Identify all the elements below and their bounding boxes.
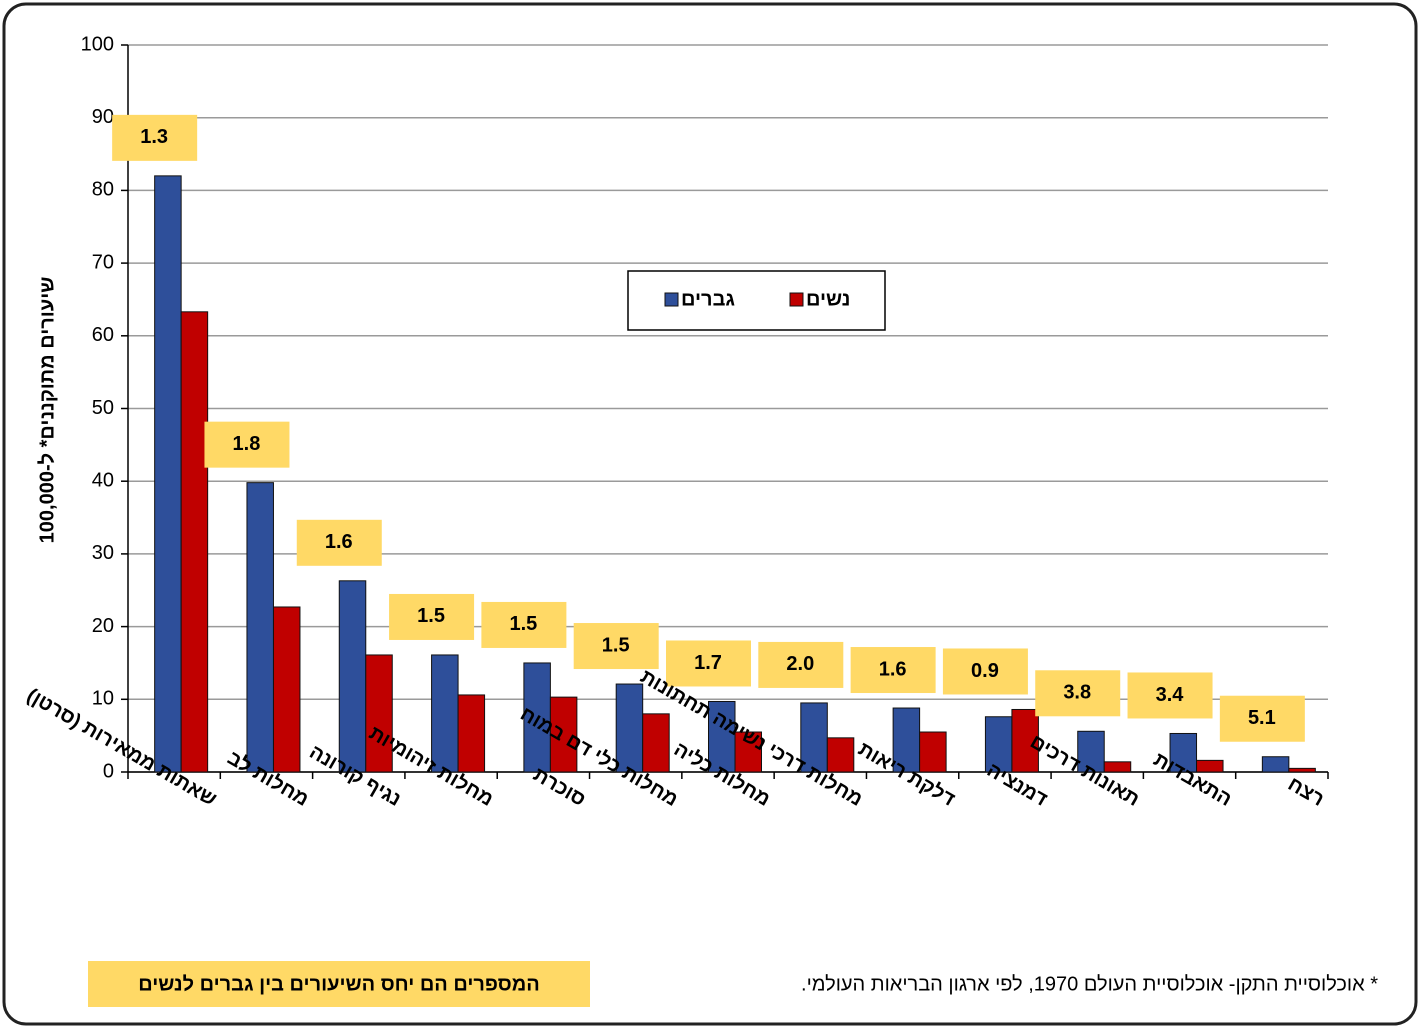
bar xyxy=(246,482,274,773)
bar xyxy=(1288,767,1316,773)
y-tick-label: 50 xyxy=(92,397,114,419)
ratio-box xyxy=(481,601,567,648)
ratio-box xyxy=(1035,670,1121,717)
bar xyxy=(800,702,828,773)
ratio-label: 1.5 xyxy=(509,613,537,635)
bar xyxy=(154,175,182,773)
bar xyxy=(826,737,855,773)
ratio-label: 5.1 xyxy=(1248,707,1276,729)
ratio-label: 1.3 xyxy=(140,126,168,148)
legend-swatch xyxy=(789,292,804,307)
ratio-box xyxy=(573,623,659,670)
footnote: * אוכלוסיית התקן- אוכלוסיית העולם 1970, … xyxy=(801,973,1378,995)
bar xyxy=(984,716,1013,773)
y-tick-label: 20 xyxy=(92,615,114,637)
bar xyxy=(1011,708,1039,773)
ratio-box xyxy=(204,421,290,468)
bar xyxy=(523,662,551,773)
y-tick-label: 0 xyxy=(103,760,114,782)
bar xyxy=(734,731,762,773)
y-tick-label: 70 xyxy=(92,251,114,273)
ratio-label: 3.4 xyxy=(1156,684,1185,706)
y-tick-label: 10 xyxy=(92,688,114,710)
ratio-box xyxy=(296,519,382,566)
y-tick-label: 90 xyxy=(92,106,114,128)
legend-swatch xyxy=(664,292,679,307)
ratio-label: 0.9 xyxy=(971,660,999,682)
ratio-label: 1.5 xyxy=(417,605,445,627)
ratio-label: 1.8 xyxy=(233,433,261,455)
ratio-box xyxy=(850,647,936,694)
y-tick-label: 100 xyxy=(81,33,114,55)
bar xyxy=(338,580,367,773)
y-tick-label: 30 xyxy=(92,542,114,564)
legend-label: גברים xyxy=(681,288,735,310)
bar xyxy=(457,694,486,773)
ratio-label: 1.7 xyxy=(694,652,722,674)
ratio-box xyxy=(112,114,198,161)
bar xyxy=(1103,761,1132,773)
bar xyxy=(549,696,578,773)
ratio-label: 2.0 xyxy=(786,653,814,675)
ratio-box xyxy=(1219,695,1305,742)
ratio-label: 1.6 xyxy=(879,658,907,680)
y-tick-label: 60 xyxy=(92,324,114,346)
bar xyxy=(431,654,459,773)
bar xyxy=(919,731,947,773)
bar xyxy=(892,707,921,773)
bar xyxy=(1077,730,1105,773)
ratio-box xyxy=(758,641,844,688)
bar xyxy=(642,713,670,773)
ratio-box xyxy=(942,648,1028,695)
note-text: המספרים הם יחס השיעורים בין גברים לנשים xyxy=(138,973,540,995)
ratio-box xyxy=(1127,672,1213,719)
ratio-box xyxy=(389,593,475,640)
bar xyxy=(1261,756,1290,773)
y-tick-label: 80 xyxy=(92,179,114,201)
ratio-label: 1.5 xyxy=(602,634,630,656)
bar xyxy=(272,606,301,773)
bar xyxy=(708,700,736,773)
y-tick-label: 40 xyxy=(92,469,114,491)
ratio-box xyxy=(666,640,751,687)
y-axis-label: שיעורים מתוקננים* ל-100,000 xyxy=(36,277,58,544)
bar xyxy=(1196,759,1224,773)
ratio-label: 3.8 xyxy=(1063,682,1091,704)
note-box xyxy=(88,961,590,1007)
legend-label: נשים xyxy=(806,288,850,310)
ratio-label: 1.6 xyxy=(325,531,353,553)
bar xyxy=(365,654,393,773)
bar xyxy=(1169,732,1198,773)
bar xyxy=(180,311,209,773)
